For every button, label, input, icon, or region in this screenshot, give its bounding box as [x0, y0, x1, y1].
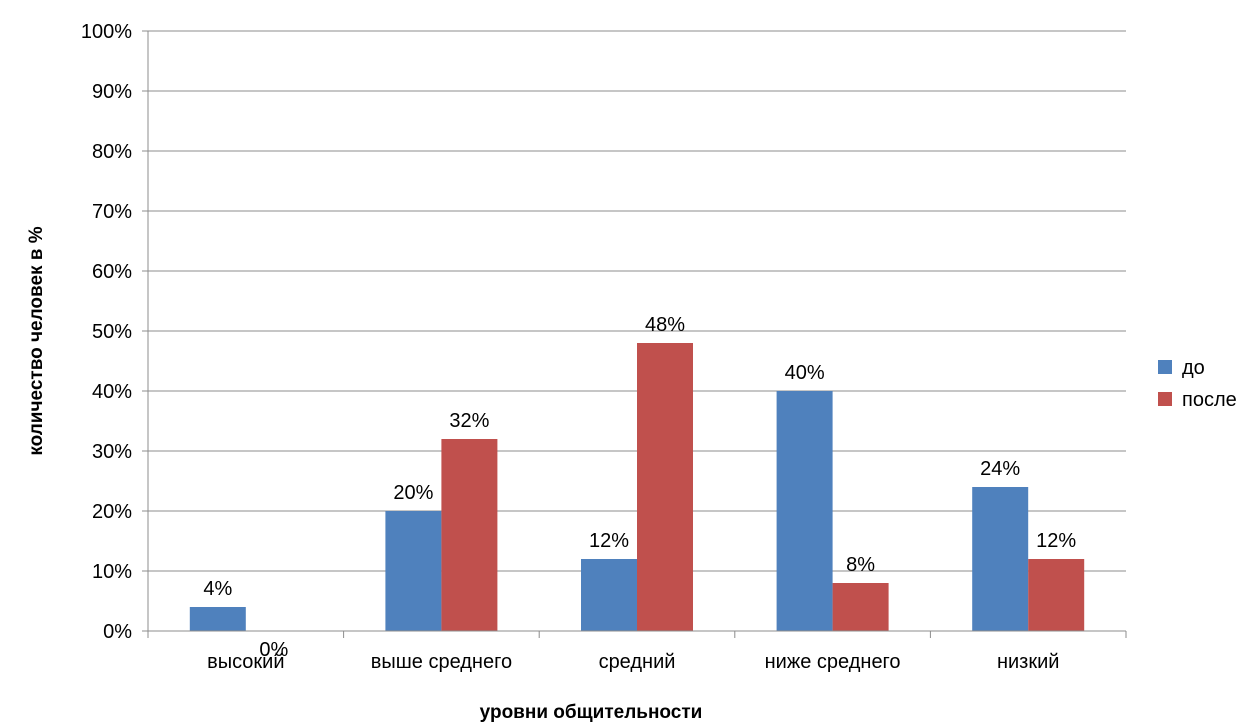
y-tick-label: 0%	[103, 621, 132, 643]
y-tick-label: 50%	[92, 321, 132, 343]
data-label: 20%	[393, 482, 433, 504]
bar-posle	[441, 439, 498, 631]
data-label: 8%	[846, 554, 875, 576]
data-label: 0%	[259, 639, 288, 661]
data-label: 4%	[203, 578, 232, 600]
bar-posle	[637, 343, 693, 631]
data-label: 12%	[1036, 530, 1076, 552]
y-tick-label: 60%	[92, 261, 132, 283]
x-category-label: ниже среднего	[765, 651, 901, 673]
y-tick-label: 30%	[92, 441, 132, 463]
y-axis-title: количество человек в %	[26, 226, 47, 455]
data-labels: 4% 0% 20% 32% 12% 48% 40% 8% 24% 12%	[203, 314, 1076, 661]
bar-do	[581, 559, 637, 631]
legend-swatch	[1158, 360, 1172, 374]
x-category-label: высокий	[207, 651, 284, 673]
y-tick-label: 80%	[92, 141, 132, 163]
bar-do	[776, 391, 833, 631]
y-tick-label: 10%	[92, 561, 132, 583]
x-category-label: низкий	[997, 651, 1059, 673]
data-label: 32%	[449, 410, 489, 432]
y-tick-label: 20%	[92, 501, 132, 523]
x-category-label: выше среднего	[371, 651, 512, 673]
bar-posle	[832, 583, 889, 631]
bar-do	[189, 607, 246, 631]
axes	[147, 31, 1127, 638]
y-tick-label: 70%	[92, 201, 132, 223]
y-tick-label: 100%	[81, 21, 132, 43]
y-tick-label: 40%	[92, 381, 132, 403]
bar-posle	[1028, 559, 1085, 631]
x-category-label: средний	[599, 651, 676, 673]
legend: до после	[1158, 357, 1237, 411]
x-category-labels: высокий выше среднего средний ниже среднего…	[207, 651, 1059, 673]
data-label: 24%	[980, 458, 1020, 480]
y-tick-label: 90%	[92, 81, 132, 103]
y-tick-labels: 0% 10% 20% 30% 40% 50% 60% 70% 80% 90% 100%	[81, 21, 132, 643]
data-label: 12%	[589, 530, 629, 552]
bar-do	[385, 511, 442, 631]
x-axis-title: уровни общительности	[480, 702, 703, 722]
data-label: 40%	[785, 362, 825, 384]
bars	[189, 343, 1085, 631]
data-label: 48%	[645, 314, 685, 336]
bar-do	[972, 487, 1029, 631]
legend-label: после	[1182, 389, 1237, 411]
legend-label: до	[1182, 357, 1205, 379]
legend-swatch	[1158, 392, 1172, 406]
